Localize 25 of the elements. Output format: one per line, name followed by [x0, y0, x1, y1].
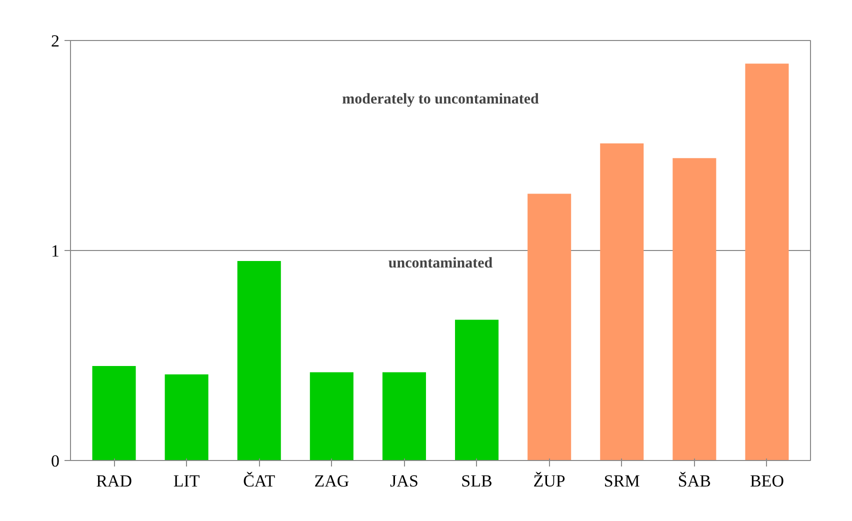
x-tick-label: SLB [461, 472, 492, 490]
x-tick-label: ČAT [243, 472, 276, 490]
annotation: moderately to uncontaminated [342, 92, 540, 108]
annotation: uncontaminated [388, 256, 494, 272]
bar [164, 374, 208, 460]
bar [528, 194, 572, 460]
y-tick-label: 1 [51, 242, 60, 260]
bar [745, 64, 789, 460]
bar [382, 372, 426, 460]
y-tick-label: 2 [51, 32, 60, 50]
bar [600, 143, 644, 460]
bar [310, 372, 354, 460]
bar [92, 366, 136, 460]
x-tick-label: LIT [173, 472, 200, 490]
bar [455, 320, 499, 460]
x-tick-label: SRM [604, 472, 640, 490]
x-tick-label: RAD [96, 472, 132, 490]
bar [672, 158, 716, 460]
y-tick-label: 0 [51, 452, 60, 470]
x-tick-label: ŽUP [533, 472, 566, 490]
x-tick-label: JAS [390, 472, 418, 490]
bar [237, 261, 281, 460]
x-tick-label: BEO [750, 472, 784, 490]
x-tick-label: ŠAB [678, 472, 711, 490]
x-tick-label: ZAG [314, 472, 350, 490]
